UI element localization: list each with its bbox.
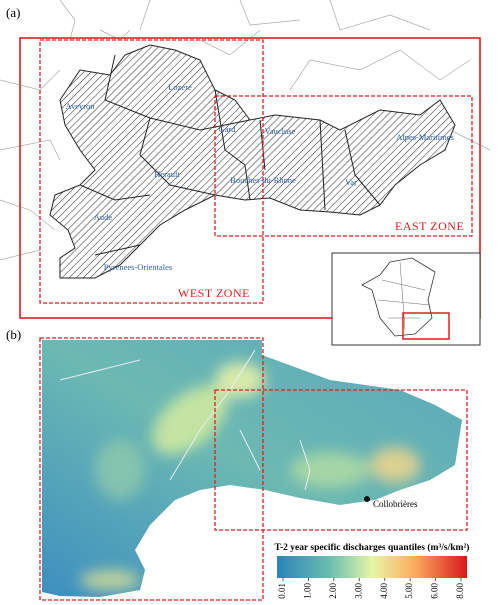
station-marker [364,496,370,502]
colorbar-tick-label: 1.00 [302,583,312,599]
west-zone-box [39,337,264,601]
department-label: Aveyron [65,101,95,111]
colorbar-tick-label: 6.00 [430,583,440,599]
colorbar-tick-label: 3.00 [353,583,363,599]
france-inset [361,257,436,337]
department-label: Bouches-du-Rhone [230,175,296,185]
colorbar-tick-label: 5.00 [404,583,414,599]
inset-highlight [402,312,450,340]
study-area-box [19,37,481,319]
department-label: Alpes-Maritimes [396,132,454,142]
department-label: Pyrenees-Orientales [104,262,172,272]
east-zone-box [214,389,468,531]
colorbar-tick-label: 4.00 [379,583,389,599]
department-label: Gard [219,124,237,134]
panel-label: (b) [6,327,21,342]
west-zone-box [39,39,264,304]
zone-label: EAST ZONE [395,219,464,233]
department-label: Lozere [168,82,192,92]
colorbar-tick-label: 0.01 [277,583,287,599]
department-label: Vaucluse [265,126,296,136]
station-label: Collobrières [373,499,418,509]
east-zone-box [214,95,473,237]
panel-label: (a) [6,5,20,20]
discharge-map [42,340,462,597]
department-label: Var [345,177,357,187]
colorbar-tick-label: 2.00 [328,583,338,599]
colorbar-title: T-2 year specific discharges quantiles (… [275,542,470,553]
departments-map [49,44,456,279]
colorbar [277,556,467,578]
department-label: Aude [94,212,113,222]
zone-label: WEST ZONE [178,286,250,300]
inset-borders [377,261,431,331]
discharge-highs [80,362,420,590]
colorbar-tick-label: 8.00 [455,583,465,599]
department-label: Herault [154,169,180,179]
